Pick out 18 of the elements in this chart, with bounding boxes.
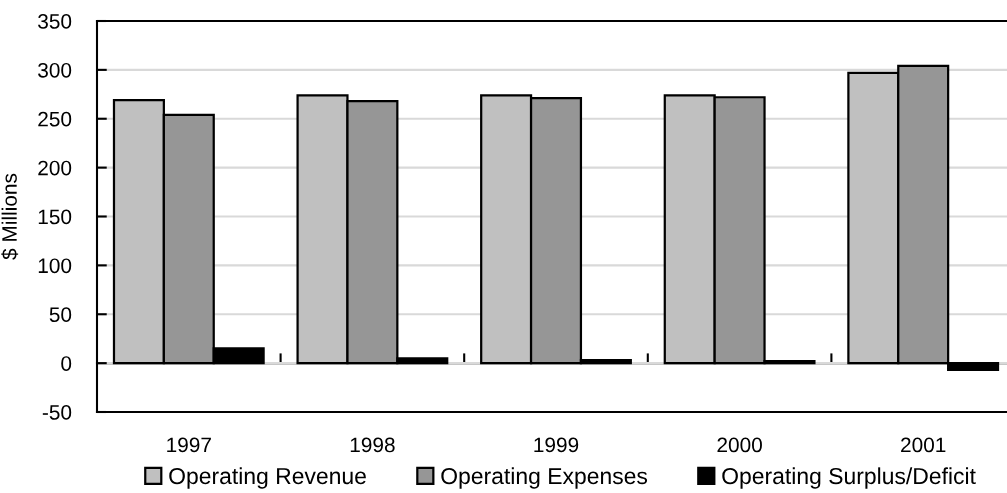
- y-tick-label: -50: [42, 405, 72, 420]
- y-axis-title: $ Millions: [1, 173, 19, 260]
- y-tick-label: 300: [38, 62, 72, 78]
- y-tick-label: 150: [38, 209, 72, 225]
- x-tick-label: 2000: [717, 437, 762, 453]
- x-tick-label: 1998: [350, 437, 395, 453]
- legend-label: Operating Expenses: [441, 467, 648, 489]
- y-tick-label: 0: [61, 356, 72, 371]
- x-tick-label: 1999: [534, 437, 579, 453]
- y-tick-label: 50: [49, 307, 72, 322]
- y-tick-label: 100: [38, 258, 72, 274]
- y-tick-label: 250: [38, 111, 72, 127]
- y-tick-label: 350: [38, 14, 72, 29]
- legend-label: Operating Surplus/Deficit: [722, 467, 976, 489]
- x-tick-label: 1997: [167, 437, 211, 453]
- legend-label: Operating Revenue: [169, 467, 366, 489]
- x-tick-label: 2001: [901, 437, 946, 453]
- y-tick-label: 200: [38, 160, 72, 176]
